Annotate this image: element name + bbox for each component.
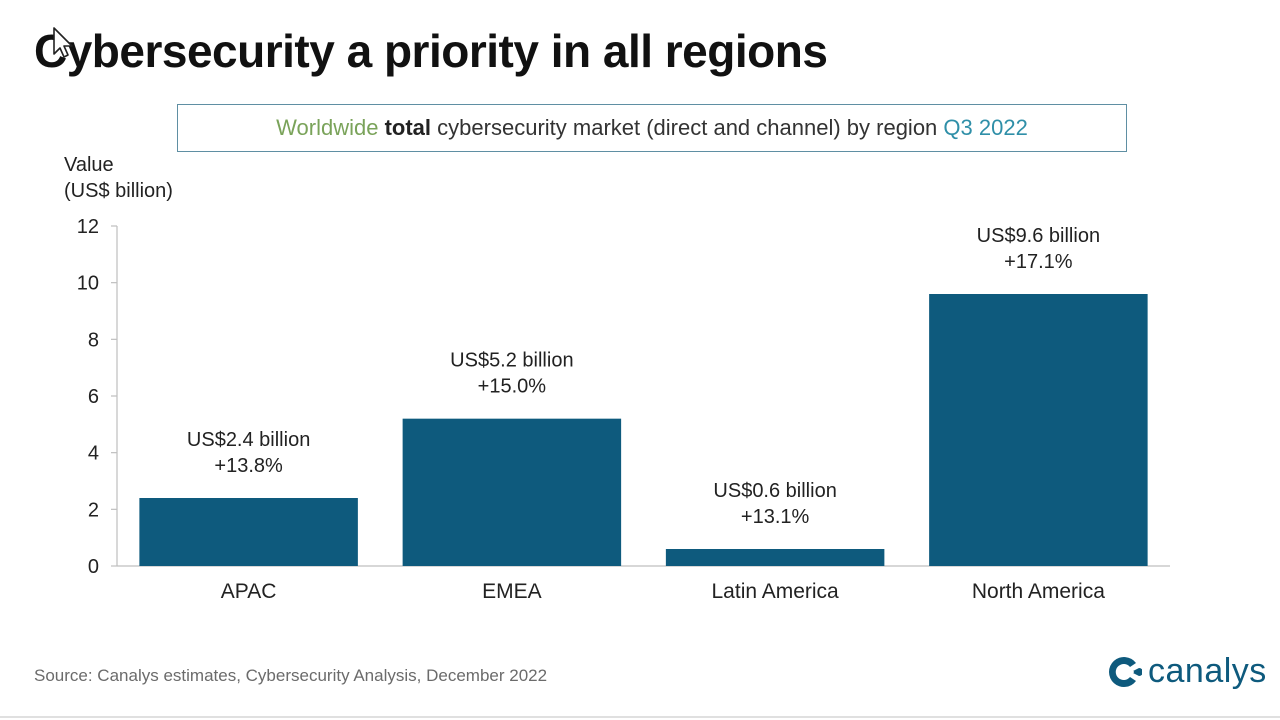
source-note: Source: Canalys estimates, Cybersecurity…	[34, 666, 548, 685]
y-axis-label-line1: Value	[64, 154, 114, 176]
x-tick-label: EMEA	[482, 580, 542, 603]
data-label-growth: +13.8%	[214, 455, 283, 477]
subtitle-worldwide: Worldwide	[276, 115, 379, 140]
page-title: Cybersecurity a priority in all regions	[34, 25, 828, 77]
y-tick-label: 10	[77, 273, 99, 295]
subtitle-total: total	[384, 115, 432, 140]
data-label-value: US$2.4 billion	[187, 429, 310, 451]
y-tick-label: 2	[88, 499, 99, 521]
x-tick-label: North America	[972, 580, 1105, 603]
data-label-value: US$0.6 billion	[713, 480, 836, 502]
y-tick-label: 8	[88, 329, 99, 351]
data-label-value: US$5.2 billion	[450, 350, 573, 372]
canalys-logo-text: canalys	[1148, 652, 1267, 690]
x-tick-label: Latin America	[712, 580, 840, 603]
y-tick-label: 6	[88, 386, 99, 408]
bar-emea	[402, 418, 622, 566]
data-label-growth: +17.1%	[1004, 251, 1073, 273]
bar-latin-america	[665, 549, 885, 566]
y-axis-label: Value (US$ billion)	[64, 152, 173, 204]
subtitle-period: Q3 2022	[943, 115, 1028, 140]
mouse-cursor-icon	[53, 27, 73, 58]
y-axis-label-line2: (US$ billion)	[64, 180, 173, 202]
data-label-growth: +15.0%	[478, 376, 547, 398]
y-tick-label: 4	[88, 443, 99, 465]
canalys-logo: canalys	[1106, 652, 1267, 691]
y-tick-label: 0	[88, 556, 99, 578]
bar-chart: 0 2 4 6 8 10 12 APAC US$2.4 billion +13.8% EMEA US$…	[77, 216, 1170, 603]
canalys-logo-icon	[1109, 656, 1142, 687]
bar-apac	[139, 498, 358, 566]
data-label-growth: +13.1%	[741, 506, 810, 528]
bottom-divider	[0, 716, 1280, 718]
x-tick-label: APAC	[221, 580, 277, 603]
bar-north-america	[929, 294, 1148, 566]
data-label-value: US$9.6 billion	[977, 225, 1100, 247]
subtitle-description: cybersecurity market (direct and channel…	[437, 115, 938, 140]
chart-subtitle: Worldwide total cybersecurity market (di…	[177, 104, 1127, 152]
y-tick-label: 12	[77, 216, 99, 238]
